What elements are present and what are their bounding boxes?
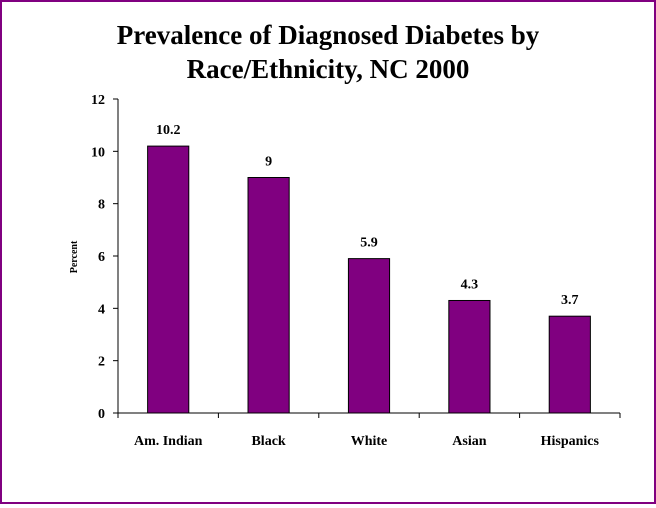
y-tick-label: 6	[98, 250, 105, 265]
data-label: 10.2	[156, 123, 181, 138]
y-tick-label: 4	[98, 302, 105, 317]
x-tick-label: Hispanics	[541, 434, 600, 449]
data-label: 5.9	[360, 236, 378, 251]
chart-title-line-2: Race/Ethnicity, NC 2000	[186, 54, 470, 84]
y-tick-label: 8	[98, 198, 105, 213]
x-tick-label: White	[351, 434, 388, 449]
bar	[448, 299, 491, 414]
x-tick-label: Asian	[452, 434, 486, 449]
data-label: 3.7	[561, 293, 579, 308]
bar	[247, 177, 290, 414]
x-tick-label: Black	[251, 434, 285, 449]
bar	[548, 315, 591, 414]
y-tick-label: 10	[91, 145, 105, 160]
y-tick-label: 2	[98, 355, 105, 370]
data-label: 9	[265, 155, 272, 170]
bar	[147, 145, 190, 414]
bar	[347, 258, 391, 414]
y-axis-label: Percent	[69, 240, 80, 273]
y-tick-label: 12	[91, 93, 105, 108]
y-tick-label: 0	[98, 407, 105, 422]
chart-title-line-1: Prevalence of Diagnosed Diabetes by	[116, 20, 540, 50]
x-tick-label: Am. Indian	[134, 434, 203, 449]
data-label: 4.3	[461, 277, 479, 292]
chart-title: Prevalence of Diagnosed Diabetes by Race…	[0, 18, 656, 86]
